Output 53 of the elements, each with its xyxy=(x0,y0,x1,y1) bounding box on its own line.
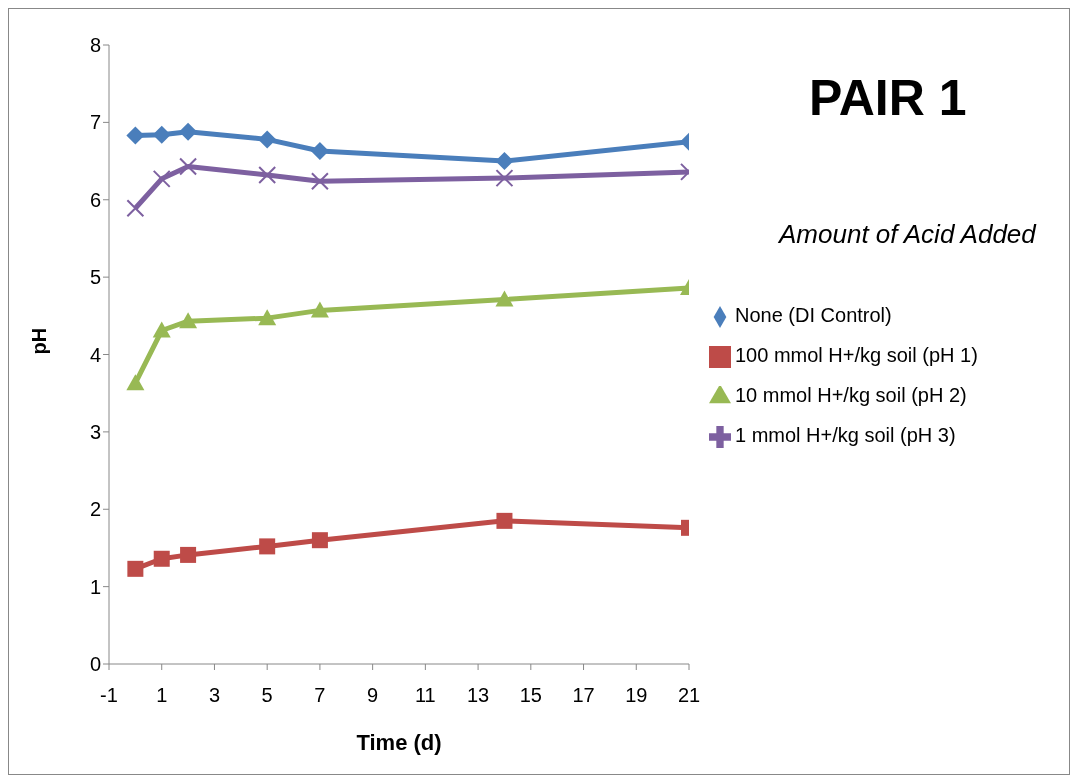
y-tick-label: 2 xyxy=(89,498,101,521)
x-tick-label: 13 xyxy=(466,684,490,707)
y-tick-label: 5 xyxy=(89,266,101,289)
x-tick-label: 15 xyxy=(519,684,542,707)
point xyxy=(127,560,144,577)
point xyxy=(152,125,171,144)
legend-title: Amount of Acid Added xyxy=(779,219,1036,250)
point xyxy=(495,152,514,171)
legend-label: 10 mmol H+/kg soil (pH 2) xyxy=(735,384,967,406)
x-tick-label: 21 xyxy=(677,684,701,707)
text: PAIR 1 xyxy=(809,69,967,127)
y-tick-label: 6 xyxy=(89,188,101,211)
y-tick-label: 8 xyxy=(89,34,101,57)
point xyxy=(152,321,171,338)
point xyxy=(152,169,171,188)
y-tick-label: 1 xyxy=(89,575,101,598)
point xyxy=(180,546,197,563)
point xyxy=(179,157,198,176)
point xyxy=(259,538,276,555)
y-tick-label: 7 xyxy=(89,111,101,134)
point xyxy=(310,301,329,318)
x-tick-label: 1 xyxy=(156,684,168,707)
point xyxy=(126,199,145,218)
point xyxy=(258,130,277,149)
point xyxy=(310,142,329,160)
x-tick-label: 5 xyxy=(261,684,273,707)
legend-label: 100 mmol H+/kg soil (pH 1) xyxy=(735,344,978,366)
x-tick-label: -1 xyxy=(100,684,118,707)
x-tick-label: 11 xyxy=(414,684,436,707)
x-tick-label: 7 xyxy=(314,684,326,707)
point xyxy=(258,165,277,184)
x-axis-title: Time (d) xyxy=(356,730,442,755)
legend-label: 1 mmol H+/kg soil (pH 3) xyxy=(735,424,956,446)
point xyxy=(179,312,198,329)
x-tick-label: 3 xyxy=(208,684,221,707)
x-tick-label: 19 xyxy=(625,684,648,707)
y-tick-label: 4 xyxy=(89,343,101,366)
point xyxy=(495,169,514,188)
point xyxy=(495,290,514,307)
point xyxy=(179,122,198,141)
y-tick-label: 3 xyxy=(89,420,101,443)
point xyxy=(258,309,277,326)
point xyxy=(311,532,328,549)
point xyxy=(126,126,145,145)
point xyxy=(496,512,513,529)
x-tick-label: 17 xyxy=(572,684,595,707)
point xyxy=(153,550,170,567)
y-axis-title: pH xyxy=(28,327,51,355)
point xyxy=(126,374,145,391)
y-tick-label: 0 xyxy=(89,653,101,676)
point xyxy=(310,172,329,191)
legend-label: None (DI Control) xyxy=(735,304,892,326)
x-tick-label: 9 xyxy=(367,684,379,707)
